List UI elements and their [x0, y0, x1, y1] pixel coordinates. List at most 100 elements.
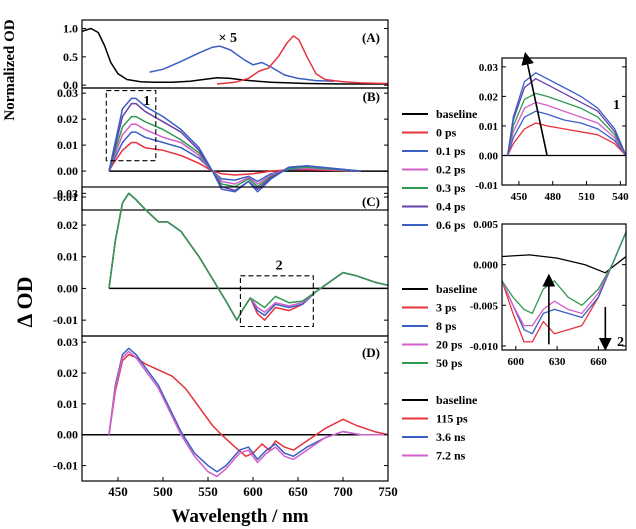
xtick-label-D-6: 750 — [378, 484, 398, 499]
ytick-label-C-2: 0.01 — [57, 250, 78, 264]
annotation-times-5: × 5 — [219, 31, 237, 46]
series-D-3-6-ns — [108, 347, 388, 473]
ytick-label-A-0: 0.0 — [63, 78, 78, 92]
xtick-label-inset2-0: 600 — [508, 356, 525, 368]
series-inset1-blue-2 — [506, 110, 626, 156]
series-inset2-green-4 — [502, 231, 626, 315]
ytick-label-inset2-3: 0.005 — [473, 219, 498, 231]
xtick-label-inset1-1: 480 — [544, 191, 561, 203]
xtick-label-D-0: 450 — [108, 484, 128, 499]
panel-label-D: (D) — [362, 345, 380, 360]
series-C-50-ps — [108, 192, 388, 321]
xtick-label-inset2-2: 660 — [590, 356, 607, 368]
ytick-label-inset1-0: -0.01 — [475, 180, 498, 192]
ytick-label-inset2-1: -0.005 — [470, 300, 499, 312]
ylabel-top: Normalized OD — [2, 19, 18, 120]
panel-d: -0.01 0.00 0.01 0.02 0.03 450 500 550 600 650 700 7… — [53, 335, 398, 499]
xlabel: Wavelength / nm — [171, 506, 308, 527]
ylabel-main: Δ OD — [12, 276, 37, 327]
panel-c: -0.01 0.00 0.01 0.02 0.03 (C) — [53, 186, 389, 337]
legend-label-C-2: 8 ps — [436, 319, 457, 333]
plot-frame-D — [81, 335, 389, 482]
ytick-label-inset2-0: -0.010 — [470, 341, 499, 353]
legend-label-C-1: 3 ps — [436, 301, 457, 315]
legend-label-B-4: 0.3 ps — [436, 181, 466, 195]
legend-c: baseline 3 ps 8 ps 20 ps 50 ps — [402, 282, 478, 370]
series-inset1-purple-5 — [506, 78, 626, 156]
xtick-label-inset2-1: 630 — [549, 356, 566, 368]
xtick-label-D-2: 550 — [198, 484, 218, 499]
xtick-label-D-1: 500 — [153, 484, 173, 499]
ytick-label-A-1: 0.5 — [63, 50, 78, 64]
inset-2: -0.010 -0.005 0.000 0.005 600 630 660 2 — [470, 219, 627, 368]
ytick-label-C-1: 0.00 — [57, 281, 78, 295]
ytick-label-inset2-2: 0.000 — [473, 260, 498, 272]
series-B-0-4-ps — [108, 102, 362, 192]
series-inset2-red-1 — [502, 231, 626, 343]
legend-label-C-4: 50 ps — [436, 356, 463, 370]
series-inset2-black-0 — [502, 254, 626, 274]
panel-a: 0.0 0.5 1.0 (A) — [63, 19, 389, 92]
ytick-label-inset1-3: 0.02 — [479, 91, 499, 103]
series-A-red-2 — [216, 35, 388, 85]
legend-label-B-1: 0 ps — [436, 126, 457, 140]
ytick-label-B-3: 0.02 — [57, 112, 78, 126]
annotations: × 5 1 2 — [105, 31, 612, 351]
series-B-0-2-ps — [108, 123, 362, 185]
panel-label-B: (B) — [363, 89, 380, 104]
series-B-0-ps — [108, 141, 362, 176]
ytick-label-inset1-2: 0.01 — [479, 121, 498, 133]
series-A-blue-1 — [149, 45, 335, 82]
inset-1: -0.01 0.00 0.01 0.02 0.03 450 480 510 540 1 — [475, 57, 629, 203]
panel-label-inset2: 2 — [617, 335, 624, 350]
ytick-label-C-3: 0.02 — [57, 218, 78, 232]
series-A-black-0 — [82, 27, 388, 85]
ytick-label-C-0: -0.01 — [53, 313, 78, 327]
series-inset2-magenta-3 — [502, 231, 626, 327]
legend-label-B-5: 0.4 ps — [436, 200, 466, 214]
panel-label-C: (C) — [362, 194, 380, 209]
ytick-label-D-0: -0.01 — [53, 459, 78, 473]
xtick-label-D-3: 600 — [243, 484, 263, 499]
plot-frame-B — [81, 87, 389, 211]
region-label-1: 1 — [143, 94, 150, 109]
legend-label-B-3: 0.2 ps — [436, 163, 466, 177]
series-D-115-ps — [108, 353, 388, 458]
legend-d: baseline 115 ps 3.6 ns 7.2 ns — [402, 393, 478, 463]
series-inset1-red-1 — [507, 122, 626, 156]
region-label-2: 2 — [276, 258, 283, 273]
xtick-label-inset1-3: 540 — [612, 191, 629, 203]
legend-label-D-3: 7.2 ns — [436, 449, 466, 463]
ytick-label-D-4: 0.03 — [57, 335, 78, 349]
plot-frame-inset1 — [501, 57, 627, 186]
ytick-label-A-2: 1.0 — [63, 22, 78, 36]
panel-label-A: (A) — [362, 30, 380, 45]
series-D-7-2-ns — [108, 350, 388, 478]
legend-label-D-2: 3.6 ns — [436, 430, 466, 444]
ytick-label-D-2: 0.01 — [57, 397, 78, 411]
ytick-label-B-2: 0.01 — [57, 138, 78, 152]
series-inset1-magenta-3 — [506, 101, 626, 156]
dashed-region-1 — [105, 90, 157, 162]
panel-label-inset1: 1 — [613, 98, 620, 113]
ytick-label-C-4: 0.03 — [57, 186, 78, 200]
trend-arrow-up — [521, 51, 548, 156]
legend-b: baseline 0 ps 0.1 ps 0.2 ps 0.3 ps 0.4 ps 0.6 … — [402, 107, 478, 232]
series-B-0-1-ps — [108, 131, 362, 183]
xtick-label-D-4: 650 — [288, 484, 308, 499]
series-B-0-6-ps — [108, 97, 362, 193]
plot-frame-C — [81, 186, 389, 337]
legend-label-D-0: baseline — [436, 393, 478, 407]
legend-label-B-6: 0.6 ps — [436, 218, 466, 232]
plot-frame-inset2 — [501, 223, 627, 351]
legend-label-D-1: 115 ps — [436, 412, 468, 426]
legend-label-C-3: 20 ps — [436, 338, 463, 352]
ytick-label-B-4: 0.03 — [57, 86, 78, 100]
series-inset2-blue-2 — [502, 231, 626, 335]
ytick-label-B-1: 0.00 — [57, 164, 78, 178]
ytick-label-inset1-1: 0.00 — [479, 150, 499, 162]
legend-label-B-2: 0.1 ps — [436, 144, 466, 158]
series-B-0-3-ps — [108, 115, 362, 188]
legend-label-C-0: baseline — [436, 282, 478, 296]
